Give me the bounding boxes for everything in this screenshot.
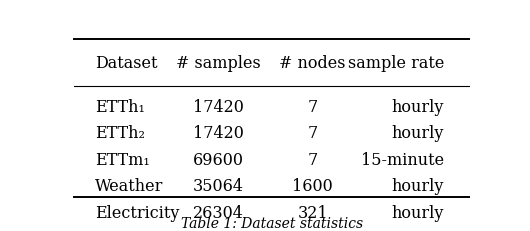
Text: 17420: 17420 [193,98,244,115]
Text: sample rate: sample rate [348,55,444,72]
Text: 35064: 35064 [193,177,244,194]
Text: hourly: hourly [392,98,444,115]
Text: hourly: hourly [392,177,444,194]
Text: # nodes: # nodes [279,55,346,72]
Text: ETTm₁: ETTm₁ [95,151,150,168]
Text: hourly: hourly [392,204,444,221]
Text: 7: 7 [307,125,318,142]
Text: ETTh₂: ETTh₂ [95,125,145,142]
Text: Dataset: Dataset [95,55,157,72]
Text: 7: 7 [307,98,318,115]
Text: 26304: 26304 [193,204,244,221]
Text: # samples: # samples [176,55,261,72]
Text: 7: 7 [307,151,318,168]
Text: 1600: 1600 [293,177,333,194]
Text: hourly: hourly [392,125,444,142]
Text: 17420: 17420 [193,125,244,142]
Text: Table 1: Dataset statistics: Table 1: Dataset statistics [181,216,363,230]
Text: Electricity: Electricity [95,204,179,221]
Text: Weather: Weather [95,177,163,194]
Text: 69600: 69600 [193,151,244,168]
Text: 15-minute: 15-minute [361,151,444,168]
Text: 321: 321 [297,204,328,221]
Text: ETTh₁: ETTh₁ [95,98,145,115]
